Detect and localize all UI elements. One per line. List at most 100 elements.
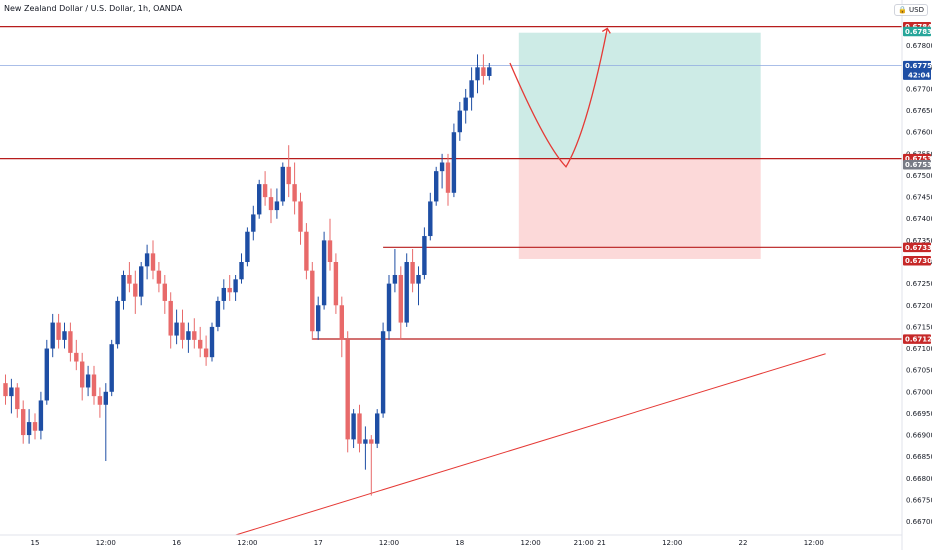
candle bbox=[80, 352, 85, 401]
candle bbox=[50, 313, 55, 358]
candle bbox=[274, 188, 280, 219]
candle bbox=[292, 162, 297, 215]
candle bbox=[369, 435, 374, 496]
stop-zone bbox=[518, 158, 761, 259]
candle-body bbox=[233, 279, 238, 293]
candle bbox=[363, 426, 368, 470]
candle-body bbox=[469, 80, 474, 98]
current-price-tag-bg bbox=[903, 60, 931, 80]
candle-body bbox=[56, 322, 61, 340]
current-price-tag-countdown: 42:04 bbox=[908, 72, 930, 80]
candle bbox=[321, 231, 327, 310]
level-tag-2: 0.67334 bbox=[905, 244, 932, 252]
candle bbox=[404, 253, 409, 327]
x-tick-label: 22 bbox=[739, 539, 748, 547]
candle bbox=[56, 313, 61, 349]
candle-body bbox=[68, 331, 73, 353]
candle-body bbox=[50, 322, 55, 349]
candle-body bbox=[85, 374, 91, 388]
projection-arrowhead bbox=[601, 27, 611, 34]
projection-curve bbox=[509, 28, 608, 168]
candle bbox=[304, 223, 309, 280]
candle bbox=[380, 322, 386, 418]
candle-body bbox=[133, 283, 138, 297]
x-tick-label: 12:00 bbox=[804, 539, 824, 547]
candle-body bbox=[192, 331, 197, 340]
candle-body bbox=[422, 236, 427, 275]
candle bbox=[375, 409, 380, 449]
candle-body bbox=[215, 300, 221, 327]
candle bbox=[310, 262, 315, 340]
candle bbox=[410, 249, 415, 293]
candle-body bbox=[375, 413, 380, 444]
candle bbox=[180, 309, 185, 349]
level-tag-2-bg bbox=[903, 242, 931, 253]
candle-body bbox=[410, 262, 415, 284]
candle bbox=[144, 244, 150, 280]
candle bbox=[203, 335, 209, 366]
candle-body bbox=[310, 270, 315, 332]
candle bbox=[463, 88, 468, 124]
candle-body bbox=[168, 300, 173, 336]
lock-icon: 🔒 bbox=[898, 6, 908, 14]
candle-body bbox=[475, 67, 480, 81]
candle bbox=[434, 166, 439, 206]
candle-body bbox=[392, 274, 398, 284]
candle bbox=[103, 383, 108, 462]
level-tag-3: 0.67122 bbox=[905, 336, 932, 344]
candle bbox=[445, 153, 451, 206]
candle bbox=[416, 266, 421, 306]
candle bbox=[26, 409, 32, 444]
candle-body bbox=[80, 361, 85, 388]
candle bbox=[109, 339, 114, 397]
candle-body bbox=[198, 339, 203, 349]
candle-body bbox=[386, 283, 392, 332]
candle bbox=[15, 383, 20, 418]
candle bbox=[186, 322, 191, 353]
candle bbox=[286, 145, 291, 198]
candle bbox=[316, 296, 321, 340]
x-tick-label: 21 bbox=[597, 539, 606, 547]
candle-body bbox=[274, 201, 280, 211]
candle bbox=[21, 400, 26, 444]
candle-body bbox=[369, 439, 374, 444]
level-tag-3-bg bbox=[903, 334, 931, 344]
candle-body bbox=[257, 184, 262, 215]
x-tick-label: 12:00 bbox=[662, 539, 682, 547]
candle-body bbox=[445, 162, 451, 193]
target-tag-bg bbox=[903, 26, 931, 37]
candle bbox=[451, 123, 457, 198]
candle bbox=[475, 54, 480, 94]
candle-body bbox=[21, 409, 26, 436]
x-tick-label: 21:00 bbox=[574, 539, 594, 547]
candle bbox=[345, 331, 350, 453]
candle-body bbox=[103, 391, 108, 405]
candle bbox=[198, 326, 203, 358]
currency-selector[interactable]: 🔒 USD bbox=[894, 4, 928, 16]
candle-body bbox=[209, 326, 215, 358]
candle-body bbox=[150, 253, 156, 271]
candle-body bbox=[186, 331, 191, 340]
candle-body bbox=[239, 262, 244, 280]
candle bbox=[91, 365, 97, 405]
candle bbox=[162, 274, 167, 314]
candle bbox=[398, 266, 403, 340]
candle-body bbox=[428, 201, 433, 237]
candle-body bbox=[227, 287, 232, 293]
chart-title: New Zealand Dollar / U.S. Dollar, 1h, OA… bbox=[4, 4, 183, 13]
candle bbox=[74, 339, 79, 371]
candle bbox=[298, 192, 303, 245]
candle-body bbox=[74, 352, 79, 362]
candle-body bbox=[404, 262, 409, 323]
candle bbox=[469, 67, 474, 111]
